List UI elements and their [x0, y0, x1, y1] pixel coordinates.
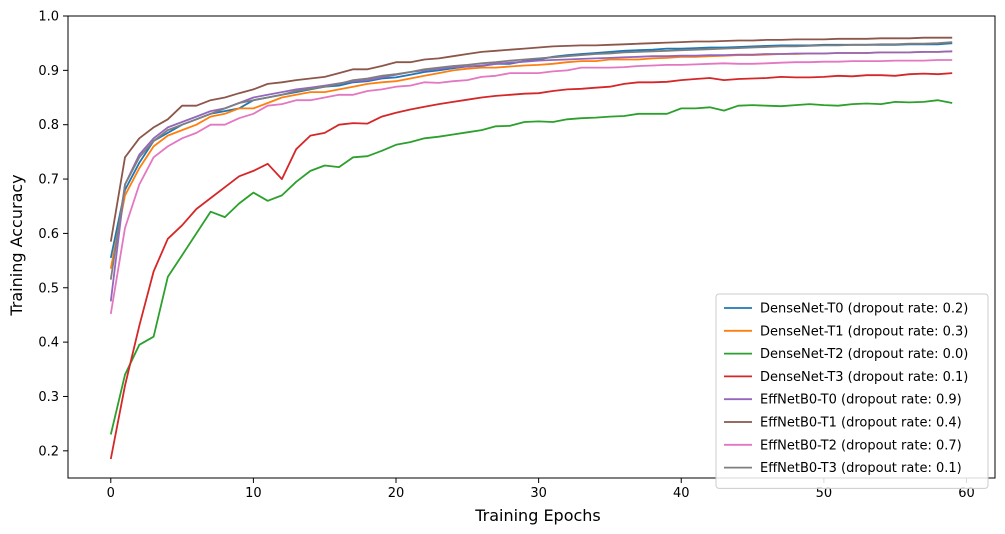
x-tick-label: 0 [107, 486, 115, 501]
x-tick-label: 40 [673, 486, 690, 501]
series-line-2 [109, 99, 953, 435]
x-tick-label: 10 [245, 486, 262, 501]
y-tick-label: 0.7 [38, 173, 59, 188]
legend-entry: DenseNet-T0 (dropout rate: 0.2) [760, 302, 968, 317]
plot-frame [67, 15, 996, 479]
y-tick-label: 0.5 [38, 281, 59, 296]
x-axis-ticks: 0 10 20 30 40 50 60 [107, 478, 975, 501]
series-line-3 [109, 72, 953, 460]
legend-entry: EffNetB0-T2 (dropout rate: 0.7) [760, 438, 962, 453]
series-line-6 [109, 59, 953, 315]
x-tick-label: 60 [958, 486, 975, 501]
series-line-0 [109, 42, 953, 259]
x-tick-label: 50 [816, 486, 833, 501]
plot-lines [109, 36, 953, 460]
x-tick-label: 30 [530, 486, 547, 501]
legend-frame [715, 293, 989, 489]
legend-entry: DenseNet-T3 (dropout rate: 0.1) [760, 370, 968, 385]
x-axis-label: Training Epochs [474, 506, 601, 525]
legend-entry: EffNetB0-T0 (dropout rate: 0.9) [760, 393, 962, 408]
y-axis-ticks: 0.2 0.3 0.4 0.5 0.6 0.7 0.8 0.9 1.0 [38, 10, 68, 459]
legend-entry: EffNetB0-T1 (dropout rate: 0.4) [760, 416, 962, 431]
legend: DenseNet-T0 (dropout rate: 0.2) DenseNet-… [715, 293, 989, 489]
series-line-5 [109, 36, 953, 242]
legend-entry: DenseNet-T2 (dropout rate: 0.0) [760, 347, 968, 362]
series-line-1 [109, 50, 953, 269]
y-tick-label: 0.2 [38, 444, 59, 459]
legend-entry: EffNetB0-T3 (dropout rate: 0.1) [760, 461, 962, 476]
y-tick-label: 1.0 [38, 10, 59, 25]
y-axis-label: Training Accuracy [7, 174, 26, 316]
y-tick-label: 0.3 [38, 390, 59, 405]
y-tick-label: 0.4 [38, 336, 59, 351]
y-tick-label: 0.9 [38, 64, 59, 79]
y-tick-label: 0.8 [38, 118, 59, 133]
y-tick-label: 0.6 [38, 227, 59, 242]
series-line-4 [109, 50, 953, 302]
series-line-7 [109, 41, 953, 280]
x-tick-label: 20 [388, 486, 405, 501]
legend-entry: DenseNet-T1 (dropout rate: 0.3) [760, 324, 968, 339]
